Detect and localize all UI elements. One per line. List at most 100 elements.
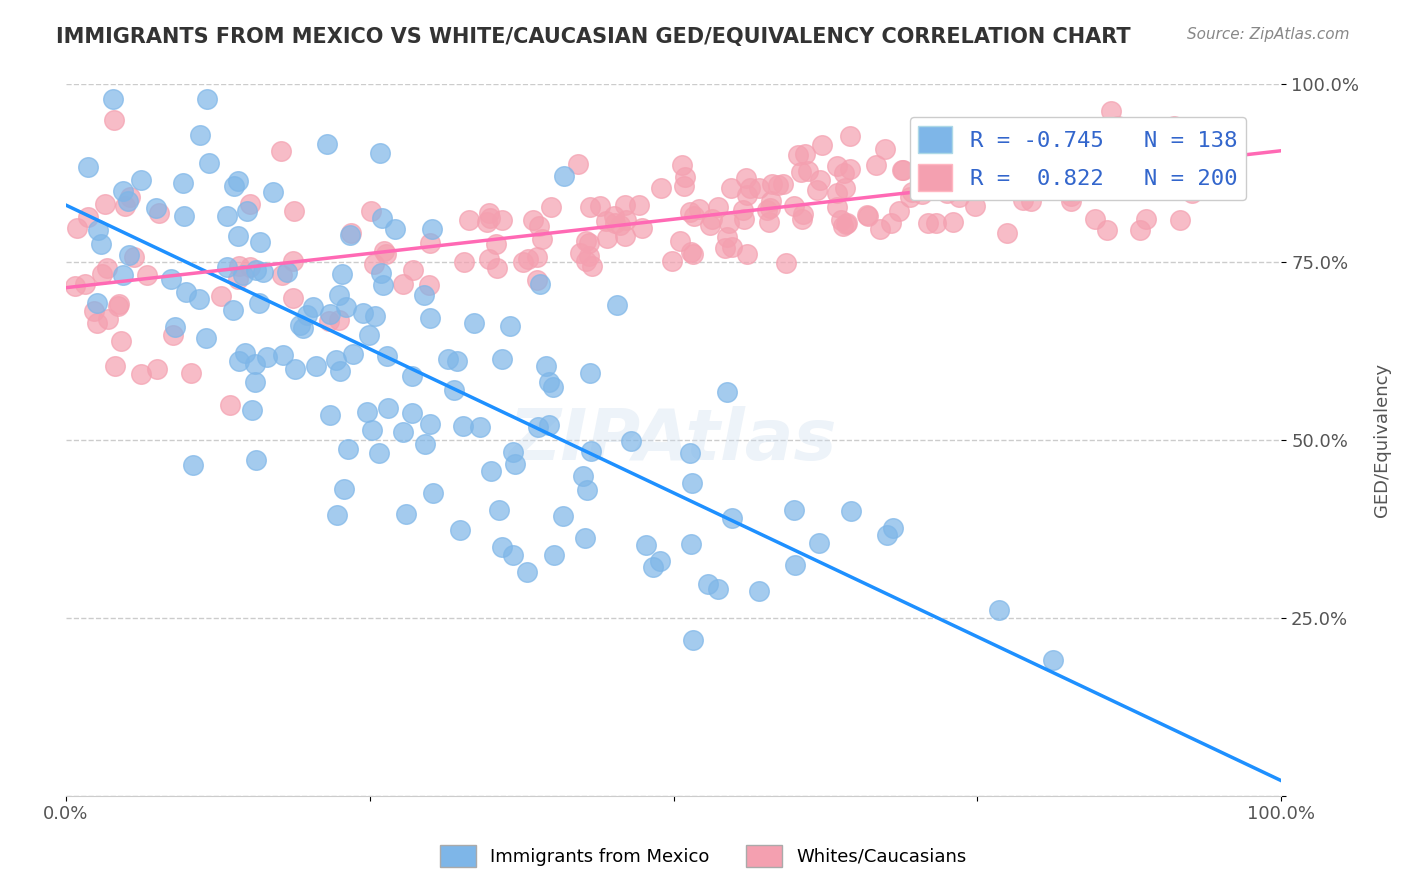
Point [567,157,589,171]
Point [808,173,831,187]
Point [103,92,125,106]
Point [478,206,501,220]
Point [984,181,1007,195]
Point [118,190,141,204]
Point [578,366,600,380]
Point [578,249,600,263]
Point [391,277,413,291]
Point [339,228,361,243]
Point [759,201,782,215]
Point [367,446,389,460]
Point [1178,153,1201,168]
Point [262,185,284,199]
Point [401,406,423,420]
Point [997,226,1019,240]
Point [318,408,340,422]
Point [891,162,914,177]
Point [900,185,922,199]
Point [336,442,359,457]
Point [413,288,436,302]
Point [516,566,538,580]
Point [271,268,294,283]
Point [952,152,974,166]
Point [443,383,465,397]
Point [595,213,617,227]
Point [276,265,298,279]
Point [838,161,860,176]
Point [330,267,353,281]
Point [453,418,475,433]
Point [529,277,551,291]
Point [531,232,554,246]
Point [478,211,501,226]
Point [578,235,600,250]
Point [173,209,195,223]
Point [790,211,813,226]
Point [160,272,183,286]
Point [766,178,789,192]
Point [1095,223,1118,237]
Point [806,183,828,197]
Point [911,186,934,201]
Point [491,213,513,227]
Point [174,285,197,299]
Point [224,179,246,194]
Point [357,328,380,343]
Point [673,170,696,185]
Point [942,182,965,196]
Point [419,417,441,431]
Point [401,369,423,384]
Point [1042,653,1064,667]
Point [1211,155,1233,169]
Point [614,228,637,243]
Point [499,319,522,334]
Point [419,235,441,250]
Point [97,311,120,326]
Point [837,216,859,230]
Point [118,248,141,262]
Point [948,189,970,203]
Point [716,230,738,244]
Point [789,164,811,178]
Point [502,444,524,458]
Point [342,347,364,361]
Point [91,267,114,281]
Point [834,217,856,231]
Point [956,178,979,192]
Point [1202,180,1225,194]
Point [797,163,820,178]
Point [477,215,499,229]
Point [217,209,239,223]
Point [479,464,502,478]
Point [356,405,378,419]
Point [453,255,475,269]
Point [240,403,263,417]
Point [420,222,443,236]
Point [364,310,387,324]
Point [236,203,259,218]
Point [679,205,702,219]
Point [574,253,596,268]
Point [581,259,603,273]
Point [384,221,406,235]
Point [974,143,997,157]
Point [755,203,778,218]
Point [825,186,848,200]
Point [865,158,887,172]
Point [856,209,879,223]
Point [1021,194,1043,209]
Point [571,469,593,483]
Point [107,299,129,313]
Point [959,155,981,169]
Point [679,446,702,460]
Point [575,234,598,248]
Point [643,560,665,574]
Point [243,375,266,389]
Point [682,247,704,261]
Point [536,359,558,373]
Point [295,309,318,323]
Point [733,211,755,226]
Point [402,263,425,277]
Point [370,266,392,280]
Point [673,178,696,193]
